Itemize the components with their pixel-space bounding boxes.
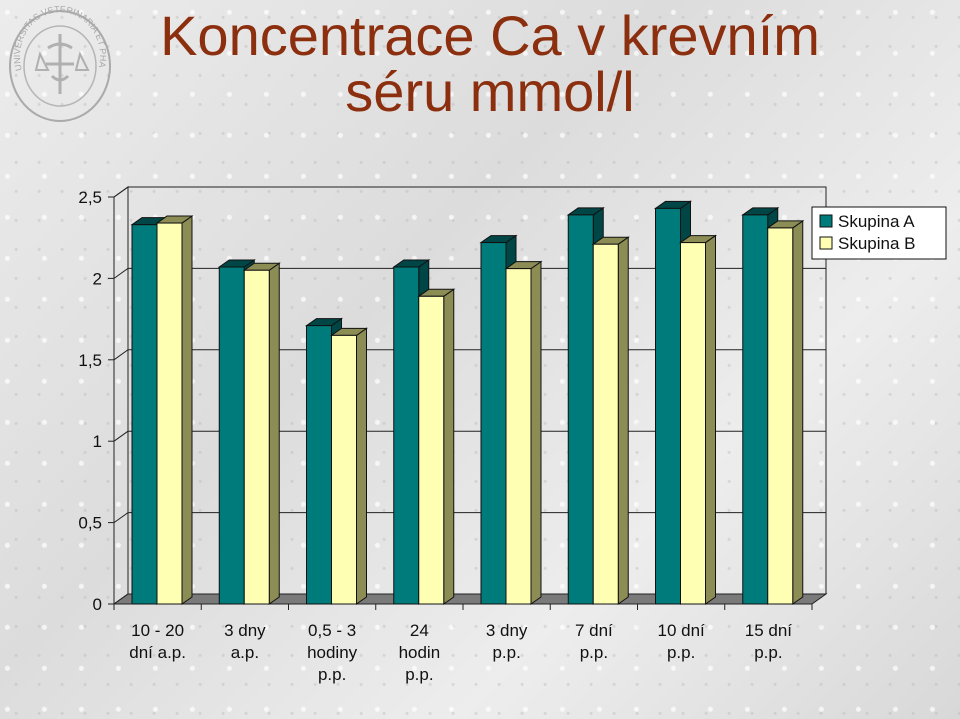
x-category-label: 24 hodin p.p. [399, 621, 441, 684]
bar-skupina-b-2-side [268, 262, 280, 605]
y-tick-label: 2,5 [78, 188, 102, 207]
y-tick-label: 2 [93, 269, 102, 288]
legend-swatch-a [819, 214, 833, 228]
bar-skupina-a-7 [655, 207, 681, 605]
title-line-1: Koncentrace Ca v krevním [160, 4, 820, 67]
x-category-label-line: 3 dny [486, 621, 528, 640]
x-category-label: 3 dny a.p. [224, 621, 266, 662]
bar-skupina-a-2 [218, 266, 245, 605]
gridline-side [113, 186, 129, 198]
bar-skupina-b-1-side [181, 215, 193, 605]
x-category-label: 7 dní p.p. [575, 621, 613, 662]
x-category-label-line: p.p. [492, 643, 520, 662]
bar-skupina-a-8 [742, 214, 769, 605]
x-category-label-line: a.p. [231, 643, 259, 662]
bar-skupina-a-4 [393, 266, 420, 605]
x-category-label-line: hodin [399, 643, 441, 662]
x-category-label-line: dní a.p. [129, 643, 186, 662]
x-category-label-line: 15 dní [745, 621, 793, 640]
bar-skupina-a-3 [306, 325, 332, 605]
x-category-label: 0,5 - 3 hodiny p.p. [307, 621, 358, 684]
x-category-label-line: 7 dní [575, 621, 613, 640]
legend-label-b: Skupina B [838, 234, 916, 253]
x-category-label-line: 10 - 20 [131, 621, 184, 640]
y-tick-label: 1,5 [78, 351, 102, 370]
bar-skupina-b-5-side [530, 260, 542, 605]
bar-skupina-b-1 [156, 222, 183, 605]
bar-skupina-b-6-side [617, 236, 629, 605]
bar-skupina-a-5 [480, 242, 507, 605]
x-category-label: 10 dní p.p. [657, 621, 705, 662]
x-category-label-line: hodiny [307, 643, 358, 662]
bar-skupina-b-8 [767, 227, 794, 605]
legend-swatch-b [819, 236, 833, 250]
bar-skupina-b-7-side [705, 234, 716, 605]
x-category-label: 10 - 20 dní a.p. [129, 621, 186, 662]
slide-title: Koncentrace Ca v krevním séru mmol/l [110, 8, 870, 120]
x-category-label-line: p.p. [580, 643, 608, 662]
x-category-label-line: 24 [410, 621, 429, 640]
bar-skupina-a-6 [567, 214, 594, 605]
legend-label-a: Skupina A [838, 212, 915, 231]
university-seal-logo: UNIVERSITAS VETERINARIA ET PHARMACEUTICA… [8, 4, 111, 122]
side-wall [113, 186, 129, 605]
x-category-label-line: p.p. [754, 643, 782, 662]
gridline-side [113, 349, 129, 361]
bar-skupina-a-1 [131, 224, 158, 605]
x-category-label-line: 10 dní [657, 621, 705, 640]
legend-box [811, 206, 947, 260]
y-tick-label: 1 [93, 432, 102, 451]
x-category-label-line: p.p. [318, 665, 346, 684]
x-category-label: 3 dny p.p. [486, 621, 528, 662]
bar-skupina-b-6 [592, 243, 619, 605]
bar-skupina-b-5 [505, 268, 532, 605]
gridline-side [113, 267, 129, 279]
gridline-side [113, 512, 129, 524]
bar-skupina-b-7 [680, 242, 706, 605]
bar-skupina-b-4 [418, 295, 445, 605]
bar-skupina-b-3 [331, 334, 357, 605]
x-category-label-line: 0,5 - 3 [308, 621, 356, 640]
x-category-label: 15 dní p.p. [745, 621, 793, 662]
x-category-label-line: p.p. [405, 665, 433, 684]
gridline-side [113, 430, 129, 442]
bar-skupina-b-3-side [356, 327, 367, 605]
y-tick-label: 0 [93, 595, 102, 614]
bar-skupina-b-2 [243, 269, 270, 605]
bar-skupina-b-4-side [443, 288, 455, 605]
y-tick-label: 0,5 [78, 514, 102, 533]
bar-skupina-b-8-side [792, 219, 804, 605]
x-category-label-line: 3 dny [224, 621, 266, 640]
x-category-label-line: p.p. [667, 643, 695, 662]
title-line-2: séru mmol/l [345, 60, 635, 123]
